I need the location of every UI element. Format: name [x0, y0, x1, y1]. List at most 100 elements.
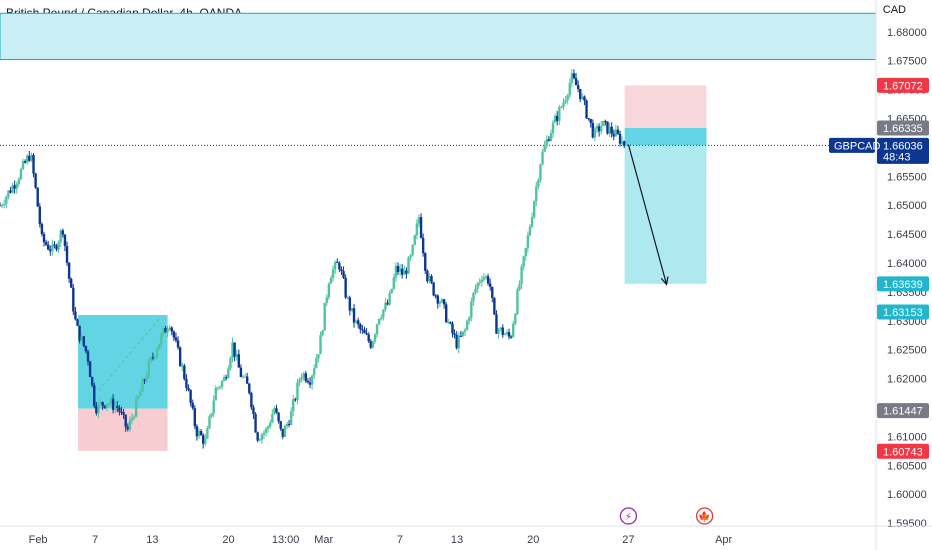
candle-bull	[218, 386, 222, 388]
candle-bull	[329, 277, 333, 284]
time-tick-label: Feb	[29, 534, 48, 546]
candle-bull	[317, 354, 320, 359]
canada-flag-icon[interactable]	[695, 507, 714, 525]
candle-bull	[516, 289, 519, 315]
candle-bull	[411, 244, 414, 256]
candle-bear	[170, 327, 173, 332]
price-tick-label: 1.68000	[887, 27, 927, 39]
time-tick-label: 13:00	[272, 534, 300, 546]
candle-bull	[447, 322, 450, 324]
candle-bear	[455, 334, 458, 349]
candle-bear	[597, 126, 601, 132]
candle-bear	[488, 283, 492, 287]
time-tick-label: 7	[92, 534, 98, 546]
price-tag	[877, 77, 929, 93]
candle-bear	[616, 129, 620, 134]
candle-bull	[325, 297, 328, 303]
candle-bear	[82, 336, 85, 346]
candle-bull	[210, 413, 213, 417]
candle-bull	[155, 349, 159, 357]
price-tick-label: 1.67500	[887, 56, 927, 68]
candle-bull	[549, 133, 553, 141]
candle-bear	[61, 230, 65, 235]
candle-bull	[105, 404, 109, 408]
candle-bear	[254, 414, 257, 433]
candle-bear	[250, 393, 253, 408]
candle-bear	[195, 426, 199, 437]
candle-bear	[610, 126, 613, 134]
time-axis[interactable]: Feb 7 13 20 13:00 Mar 7 13 20 27 Apr	[0, 525, 932, 546]
candle-bull	[560, 106, 563, 108]
lightning-icon[interactable]	[619, 507, 638, 525]
price-tag-countdown: 48:43	[883, 151, 911, 163]
price-tick-label: 1.60500	[887, 460, 927, 472]
candle-bear	[103, 405, 106, 408]
candle-bear	[419, 217, 423, 238]
candle-bull	[564, 99, 567, 103]
candle-bear	[587, 118, 590, 120]
candle-bear	[491, 286, 494, 298]
price-tick-label: 1.60000	[887, 489, 927, 501]
candle-bull	[478, 281, 481, 284]
candle-bull	[600, 126, 603, 132]
candle-bear	[185, 378, 188, 389]
candle-bull	[457, 335, 460, 349]
candle-bear	[357, 320, 360, 325]
candle-bull	[204, 438, 207, 444]
candle-bear	[336, 261, 339, 263]
price-tag	[877, 120, 929, 136]
candle-bull	[375, 324, 379, 335]
candle-bull	[59, 230, 62, 243]
candle-bull	[162, 328, 165, 335]
candle-bull	[285, 423, 289, 427]
candle-bull	[114, 406, 117, 410]
short-stop	[624, 85, 707, 129]
candle-bull	[413, 235, 416, 245]
price-tag-value: 1.66036	[883, 140, 923, 152]
candle-bear	[453, 333, 456, 335]
candle-bull	[128, 420, 132, 430]
candle-bull	[520, 266, 523, 285]
candle-bear	[143, 379, 146, 381]
candle-bull	[134, 398, 138, 417]
short-profit	[624, 145, 707, 284]
candle-bear	[279, 421, 282, 429]
candle-bull	[227, 368, 230, 379]
candle-bear	[23, 161, 27, 163]
candle-bear	[199, 431, 203, 436]
candle-bull	[398, 268, 402, 273]
candle-bear	[178, 347, 182, 367]
candle-bear	[294, 399, 297, 401]
candle-bull	[558, 107, 561, 121]
events-layer[interactable]: ⚡ 🍁	[619, 507, 714, 525]
candle-bull	[480, 279, 483, 282]
candle-bull	[545, 139, 548, 146]
time-tick-label: 13	[451, 534, 463, 546]
symbol-tag	[829, 137, 875, 153]
candle-bear	[623, 141, 626, 146]
candle-bull	[300, 377, 303, 380]
candle-bull	[551, 122, 555, 134]
candle-bear	[76, 319, 79, 326]
arrow-head	[660, 276, 669, 286]
time-tick-label: Apr	[715, 534, 732, 546]
candle-bear	[604, 120, 607, 122]
candle-bull	[371, 341, 375, 348]
candle-bear	[501, 327, 504, 336]
candle-bear	[618, 133, 622, 144]
candle-bull	[289, 411, 293, 425]
candle-bear	[245, 376, 249, 384]
candle-bear	[252, 407, 255, 415]
candle-bull	[139, 391, 142, 397]
candle-bear	[352, 308, 356, 323]
candle-bull	[21, 161, 25, 170]
candle-bull	[562, 102, 565, 107]
candle-bull	[5, 196, 8, 205]
candle-bear	[451, 323, 454, 334]
price-tick-label: 1.61000	[887, 431, 927, 443]
candle-bull	[229, 357, 232, 369]
candle-bull	[409, 255, 412, 258]
candle-bull	[541, 151, 544, 165]
